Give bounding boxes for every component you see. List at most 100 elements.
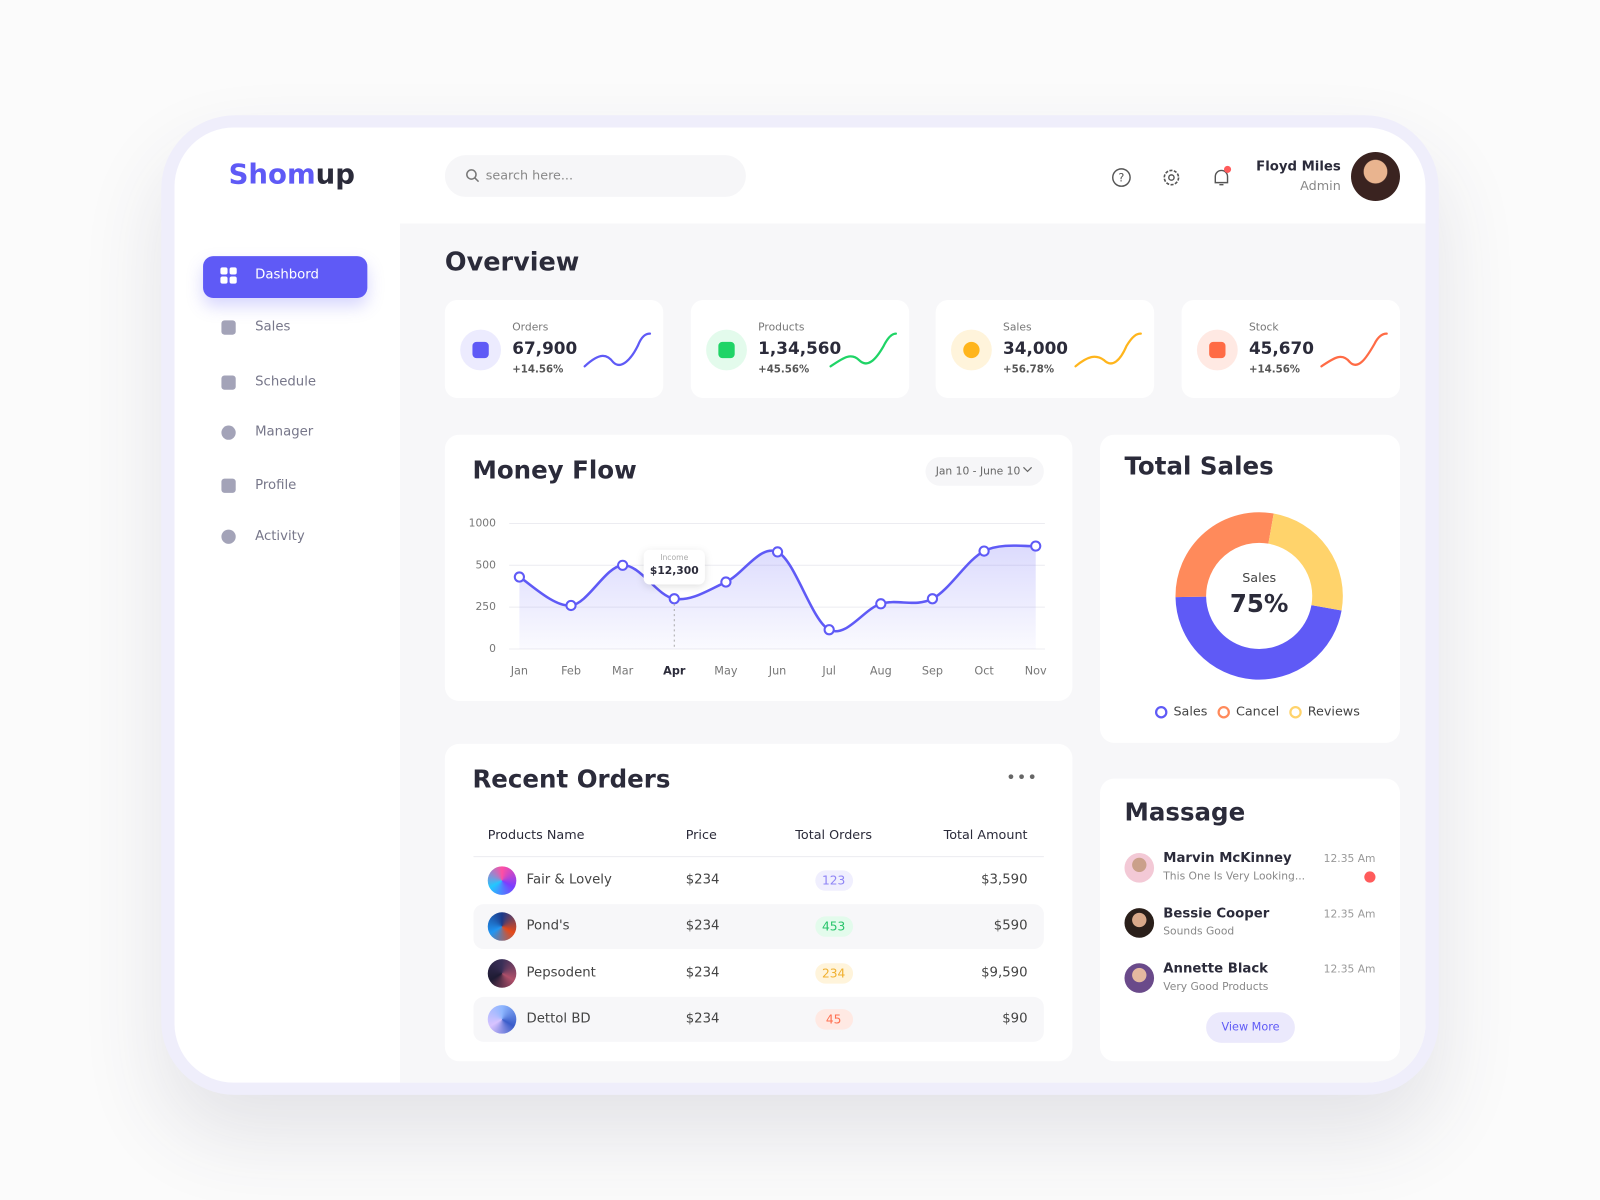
legend-swatch bbox=[1154, 706, 1168, 719]
stat-label: Stock bbox=[1248, 321, 1279, 334]
total-amount: $3,590 bbox=[981, 872, 1028, 888]
icon-shape bbox=[221, 425, 236, 440]
donut-chart: Sales 75% bbox=[1175, 512, 1343, 680]
legend-swatch bbox=[1217, 706, 1230, 719]
column-header: Total Orders bbox=[795, 826, 873, 842]
donut-segment bbox=[1175, 596, 1342, 680]
nav-icon bbox=[221, 478, 236, 493]
stat-label: Products bbox=[758, 321, 805, 334]
row-band bbox=[473, 904, 1044, 950]
stat-card: Orders 67,900 +14.56% bbox=[444, 299, 664, 398]
message-time: 12.35 Am bbox=[1323, 853, 1376, 866]
help-icon[interactable]: ? bbox=[1111, 167, 1131, 187]
legend-swatch bbox=[1289, 706, 1302, 719]
stat-icon bbox=[718, 341, 735, 359]
product-name: Pepsodent bbox=[526, 964, 596, 981]
icon-shape bbox=[221, 478, 236, 493]
nav-item[interactable]: Activity bbox=[255, 528, 305, 544]
column-header: Products Name bbox=[487, 826, 585, 842]
hub bbox=[1168, 174, 1175, 181]
nav-icon bbox=[220, 267, 237, 284]
donut-segment bbox=[1175, 512, 1274, 598]
sparkline bbox=[829, 332, 898, 368]
nav-item[interactable]: Profile bbox=[255, 477, 297, 493]
stat-change: +14.56% bbox=[1248, 364, 1301, 376]
badge bbox=[1223, 165, 1232, 173]
sparkline-path bbox=[1320, 332, 1388, 368]
product-name: Dettol BD bbox=[526, 1011, 591, 1027]
brand-first: Shom bbox=[228, 159, 316, 191]
message-text: Sounds Good bbox=[1163, 925, 1235, 938]
stat-value: 45,670 bbox=[1248, 338, 1314, 359]
total-orders: 234 bbox=[821, 965, 846, 981]
search-glass bbox=[466, 169, 477, 180]
stat-value: 34,000 bbox=[1003, 338, 1069, 359]
icon-cell bbox=[229, 267, 237, 275]
total-orders: 45 bbox=[825, 1012, 842, 1027]
donut-segment bbox=[1267, 513, 1343, 611]
stat-change: +14.56% bbox=[512, 364, 564, 376]
nav-icon bbox=[221, 375, 236, 390]
message-avatar[interactable] bbox=[1124, 853, 1155, 883]
chart-title: Total Sales bbox=[1124, 452, 1274, 481]
product-avatar bbox=[487, 912, 517, 942]
legend-label: Cancel bbox=[1236, 705, 1279, 720]
user-role: Admin bbox=[1300, 177, 1341, 193]
nav-item[interactable]: Schedule bbox=[255, 374, 317, 390]
legend: Sales Cancel Reviews bbox=[1154, 705, 1360, 720]
total-orders: 123 bbox=[821, 873, 846, 888]
nav-item[interactable]: Dashbord bbox=[255, 267, 319, 283]
search-box[interactable]: search here... bbox=[444, 155, 746, 197]
view-more-label: View More bbox=[1221, 1020, 1280, 1034]
legend-label: Reviews bbox=[1308, 705, 1360, 720]
stat-value: 1,34,560 bbox=[758, 338, 842, 359]
column-header: Price bbox=[685, 826, 717, 842]
product-avatar bbox=[487, 866, 517, 895]
view-more-button[interactable]: View More bbox=[1206, 1012, 1295, 1043]
orders-badge-bg bbox=[815, 962, 854, 984]
message-name[interactable]: Marvin McKinney bbox=[1163, 851, 1292, 867]
search-handle bbox=[474, 177, 480, 183]
donut-center-value: 75% bbox=[1230, 589, 1289, 618]
message-text: This One Is Very Looking... bbox=[1163, 870, 1306, 883]
user-avatar[interactable] bbox=[1351, 152, 1400, 202]
bell bbox=[1214, 169, 1229, 186]
brand-second: up bbox=[315, 159, 356, 191]
settings-icon[interactable] bbox=[1161, 167, 1181, 187]
message-avatar[interactable] bbox=[1124, 908, 1155, 938]
message-name[interactable]: Bessie Cooper bbox=[1163, 906, 1270, 922]
stat-change: +45.56% bbox=[758, 364, 810, 376]
stat-label: Sales bbox=[1003, 321, 1032, 334]
product-name: Fair & Lovely bbox=[526, 872, 612, 888]
total-amount: $9,590 bbox=[981, 964, 1028, 981]
sparkline bbox=[1074, 332, 1142, 368]
stat-value: 67,900 bbox=[512, 338, 578, 359]
product-avatar bbox=[487, 958, 517, 988]
message-name[interactable]: Annette Black bbox=[1163, 961, 1269, 977]
icon-cell bbox=[229, 276, 237, 284]
dropdown-icon bbox=[1023, 466, 1033, 473]
notification-icon[interactable] bbox=[1211, 165, 1232, 187]
nav-item[interactable]: Sales bbox=[255, 319, 291, 335]
column-header: Total Amount bbox=[943, 826, 1028, 842]
total-orders: 453 bbox=[821, 919, 846, 934]
nav-item[interactable]: Manager bbox=[255, 424, 314, 440]
icon-shape bbox=[221, 529, 236, 544]
sparkline-path bbox=[583, 332, 652, 368]
price: $234 bbox=[685, 1011, 720, 1027]
nav-icon bbox=[221, 529, 236, 544]
message-avatar[interactable] bbox=[1124, 963, 1155, 993]
message-time: 12.35 Am bbox=[1323, 963, 1376, 976]
nav-icon bbox=[221, 425, 236, 440]
orders-badge-bg bbox=[815, 1009, 854, 1030]
stat-icon bbox=[1209, 341, 1226, 359]
orders-badge-bg bbox=[815, 870, 854, 891]
date-range-pill[interactable]: Jan 10 - June 10 bbox=[925, 457, 1044, 486]
table-divider bbox=[473, 856, 1044, 858]
more-button[interactable]: ••• bbox=[1006, 767, 1039, 787]
icon-cell bbox=[220, 276, 228, 284]
stat-card: Products 1,34,560 +45.56% bbox=[690, 299, 910, 398]
search-icon bbox=[466, 169, 480, 183]
